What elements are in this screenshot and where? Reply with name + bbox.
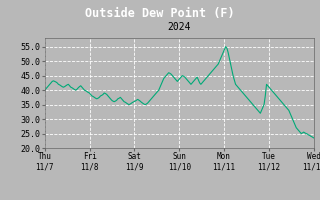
Text: 2024: 2024 <box>167 22 191 32</box>
Text: Outside Dew Point (F): Outside Dew Point (F) <box>85 6 235 20</box>
